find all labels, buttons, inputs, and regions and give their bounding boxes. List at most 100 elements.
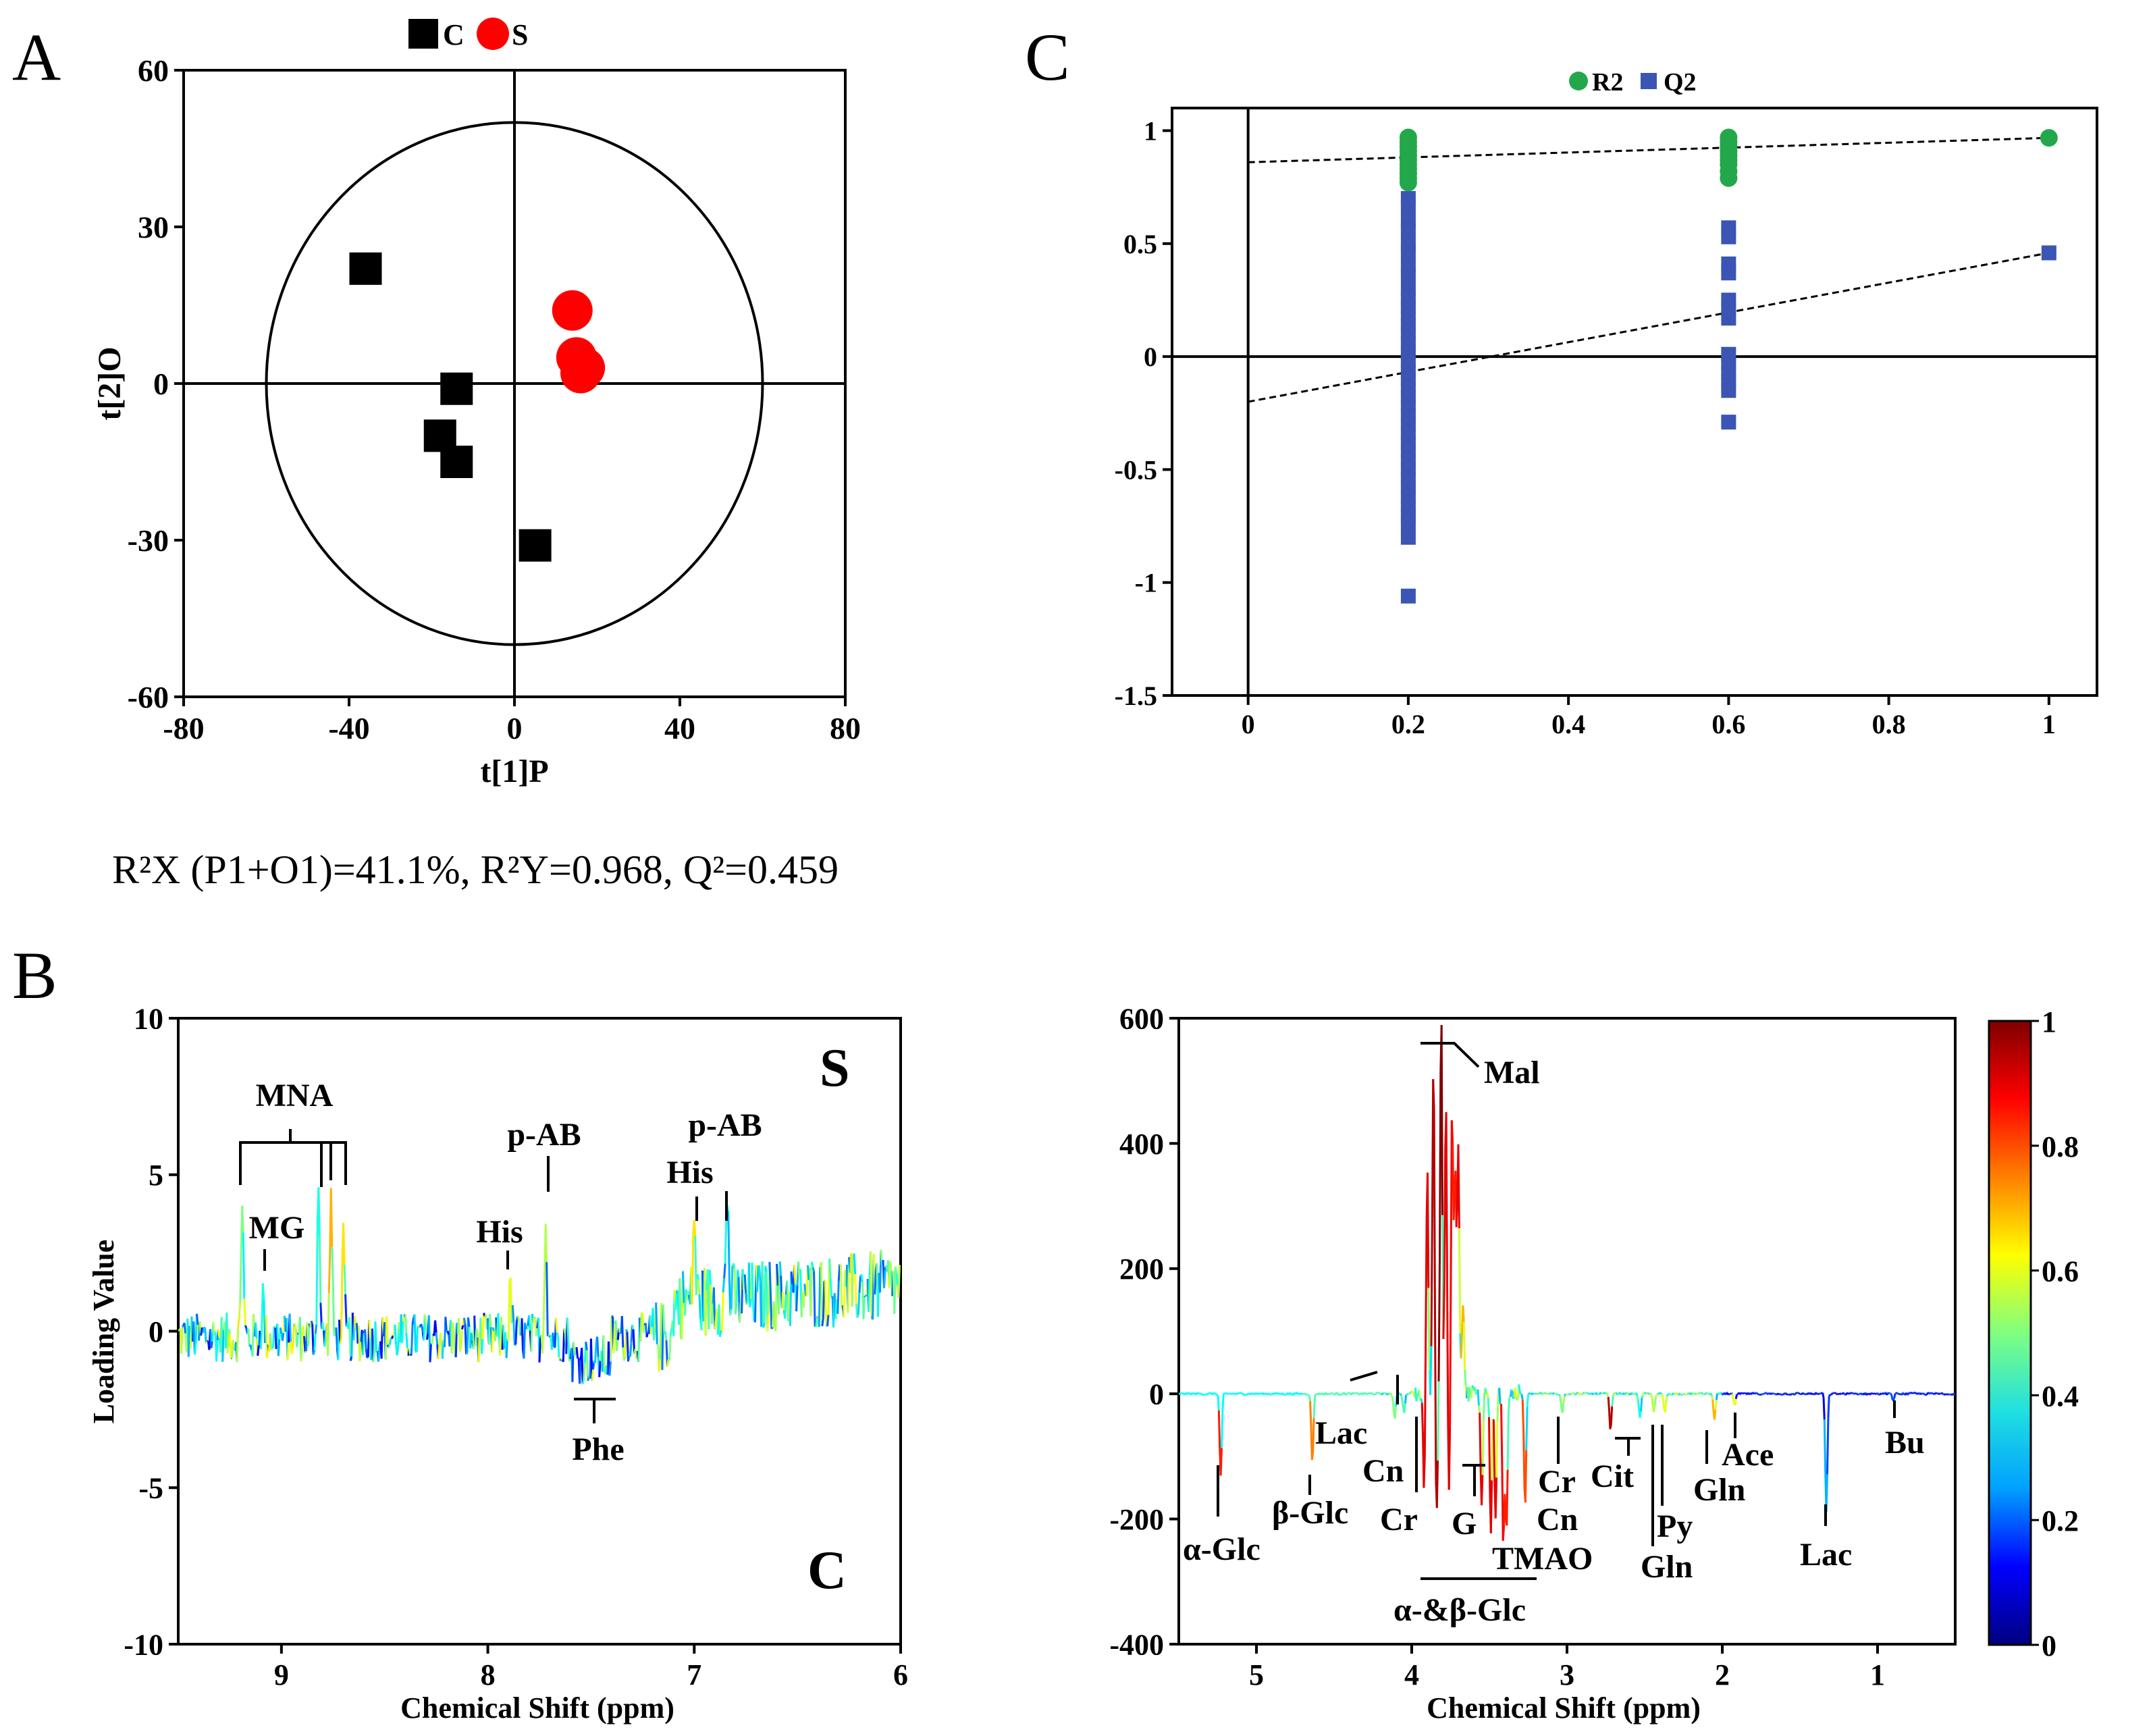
spectrum-segment — [1412, 1392, 1414, 1394]
annotation-his-1: His — [476, 1214, 523, 1250]
model-stats: R²X (P1+O1)=41.1%, R²Y=0.968, Q²=0.459 — [112, 847, 839, 892]
spectrum-segment — [727, 1211, 731, 1278]
spectrum-segment — [756, 1265, 760, 1292]
permutation-point-q2 — [1721, 311, 1736, 326]
spectrum-segment — [1927, 1392, 1930, 1394]
spectrum-segment — [1942, 1392, 1945, 1396]
annotation-alpha-glc: α-Glc — [1183, 1531, 1260, 1567]
spectrum-segment — [307, 1323, 311, 1346]
spectrum-segment — [1238, 1392, 1240, 1395]
spectrum-segment — [611, 1315, 614, 1317]
spectrum-segment — [480, 1339, 484, 1354]
permutation-legend-r2-marker — [1569, 72, 1588, 90]
annotation-pab-1: p-AB — [507, 1117, 581, 1153]
spectrum-segment — [1285, 1393, 1287, 1396]
spectrum-segment — [339, 1338, 342, 1344]
spectrum-segment — [687, 1290, 691, 1296]
spectrum-segment — [641, 1312, 644, 1315]
scores-legend-s-label: S — [512, 18, 528, 51]
colorbar: 0 0.2 0.4 0.6 0.8 1 — [1988, 1005, 2079, 1662]
aromatic-x-tick-label: 7 — [687, 1658, 701, 1691]
spectrum-segment — [1827, 1396, 1830, 1419]
spectrum-segment — [1864, 1392, 1867, 1396]
spectrum-segment — [238, 1303, 242, 1319]
spectrum-segment — [546, 1262, 549, 1337]
spectrum-segment — [555, 1318, 558, 1333]
spectrum-segment — [374, 1321, 377, 1352]
spectrum-segment — [1558, 1394, 1561, 1396]
spectrum-segment — [747, 1262, 751, 1307]
permutation-x-tick-label: 0 — [1242, 709, 1255, 739]
spectrum-segment — [517, 1318, 521, 1336]
spectrum-segment — [1815, 1392, 1818, 1395]
aliphatic-y-tick-label: -200 — [1109, 1503, 1164, 1536]
spectrum-segment — [897, 1265, 901, 1298]
spectrum-segment — [1190, 1392, 1193, 1396]
spectrum-segment — [858, 1275, 861, 1293]
permutation-frame — [1171, 107, 2098, 697]
spectrum-segment — [656, 1343, 659, 1346]
spectrum-segment — [1692, 1392, 1695, 1396]
spectrum-segment — [327, 1293, 330, 1357]
aliphatic-yticks: 600 400 200 0 -200 -400 — [1109, 1002, 1179, 1661]
spectrum-segment — [1556, 1393, 1559, 1396]
spectrum-segment — [1462, 1305, 1465, 1322]
spectrum-segment — [323, 1333, 327, 1347]
spectrum-segment — [425, 1333, 429, 1340]
spectrum-segment — [1641, 1394, 1644, 1398]
spectrum-segment — [1450, 1120, 1453, 1273]
spectrum-segment — [1391, 1396, 1394, 1403]
spectrum-segment — [1524, 1450, 1528, 1503]
spectrum-segment — [343, 1265, 347, 1294]
spectrum-segment — [1763, 1392, 1766, 1395]
spectrum-segment — [1896, 1392, 1899, 1395]
spectrum-segment — [691, 1234, 695, 1305]
spectrum-segment — [241, 1205, 244, 1233]
spectrum-segment — [1492, 1419, 1496, 1483]
permutation-trend-q2 — [1248, 252, 2050, 403]
spectrum-segment — [803, 1284, 807, 1294]
loading-aliphatic-plot: 5 4 3 2 1 600 400 200 0 -200 -400 Chemical Shift … — [1109, 1002, 1957, 1725]
spectrum-segment — [390, 1335, 394, 1340]
spectrum-segment — [1953, 1392, 1956, 1396]
spectrum-segment — [722, 1278, 726, 1293]
spectrum-segment — [1640, 1397, 1643, 1411]
spectrum-segment — [204, 1327, 207, 1344]
spectrum-segment — [1801, 1392, 1804, 1395]
spectrum-segment — [1506, 1469, 1509, 1526]
spectrum-segment — [237, 1318, 240, 1327]
scores-x-tick-label: 40 — [664, 711, 695, 745]
spectrum-segment — [1785, 1393, 1788, 1396]
spectrum-segment — [1385, 1392, 1388, 1396]
spectrum-segment — [210, 1341, 213, 1348]
spectrum-segment — [294, 1323, 297, 1330]
spectrum-segment — [228, 1328, 231, 1334]
spectrum-segment — [1515, 1397, 1518, 1400]
spectrum-segment — [1525, 1406, 1529, 1450]
spectrum-segment — [1496, 1392, 1499, 1421]
spectrum-segment — [1504, 1494, 1507, 1519]
spectrum-segment — [1920, 1392, 1923, 1395]
aliphatic-x-tick-label: 2 — [1715, 1658, 1730, 1691]
spectrum-segment — [1543, 1392, 1545, 1394]
spectrum-segment — [304, 1350, 307, 1353]
spectrum-segment — [1855, 1392, 1857, 1395]
spectrum-segment — [1711, 1399, 1715, 1413]
spectrum-segment — [1514, 1388, 1518, 1398]
spectrum-segment — [1481, 1475, 1484, 1506]
annotation-g: G — [1452, 1506, 1477, 1542]
panel-letter-a: A — [12, 20, 61, 95]
spectrum-segment — [662, 1304, 666, 1335]
spectrum-segment — [1423, 1458, 1426, 1488]
spectrum-segment — [1650, 1395, 1653, 1399]
spectrum-segment — [1800, 1392, 1803, 1396]
spectrum-segment — [581, 1379, 585, 1384]
aliphatic-y-tick-label: 600 — [1119, 1002, 1164, 1035]
scores-legend-s-marker — [477, 18, 509, 50]
permutation-xticks: 0 0.2 0.4 0.6 0.8 1 — [1242, 695, 2056, 739]
spectrum-segment — [581, 1348, 584, 1384]
spectrum-segment — [696, 1273, 699, 1280]
spectrum-segment — [1786, 1393, 1789, 1396]
spectrum-segment — [1389, 1392, 1392, 1396]
spectrum-segment — [563, 1328, 566, 1334]
